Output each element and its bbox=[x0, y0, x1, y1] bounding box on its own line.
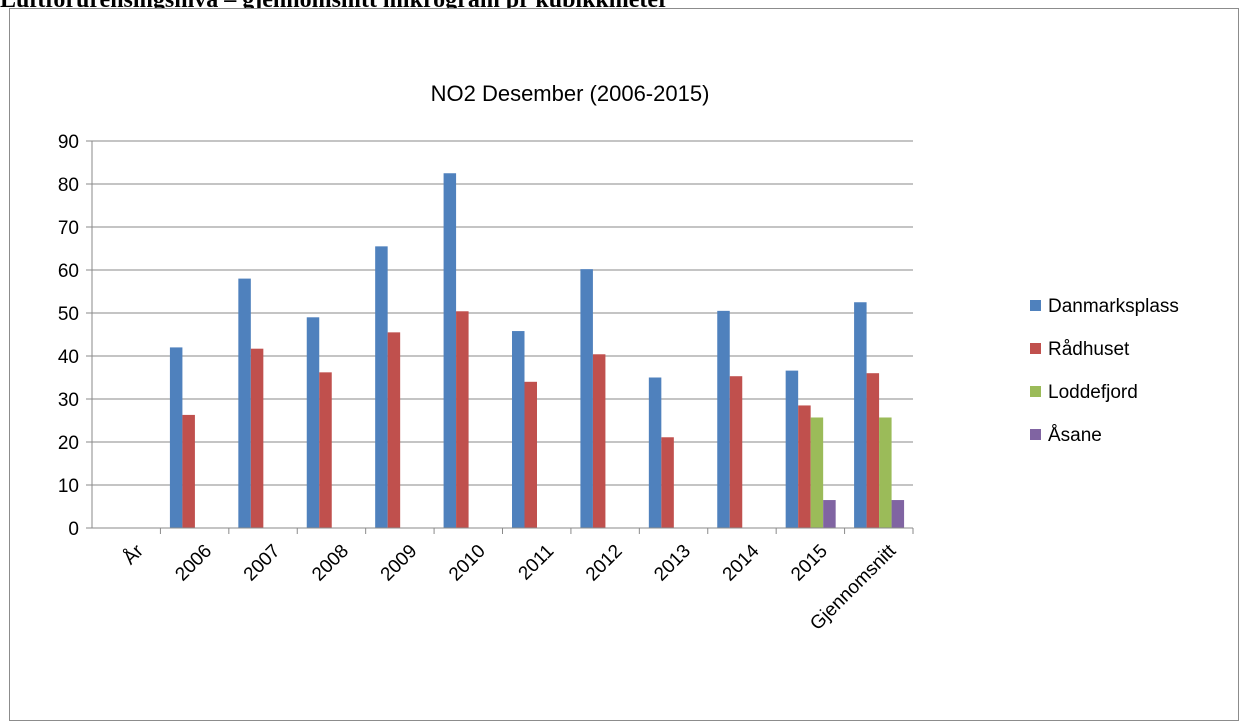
bar-danmarksplass-2012 bbox=[580, 269, 593, 528]
y-tick-labels: 0 10 20 30 40 50 60 70 80 90 bbox=[58, 132, 79, 540]
x-tick-labels: År 2006 2007 2008 2009 2010 2011 2012 2013 2014 20… bbox=[119, 540, 900, 635]
bar-rådhuset-2010 bbox=[456, 311, 469, 528]
bar-rådhuset-2009 bbox=[387, 332, 401, 528]
y-tick-label: 10 bbox=[58, 476, 79, 497]
x-tick-label: 2014 bbox=[719, 540, 764, 585]
legend-swatch-danmarksplass bbox=[1030, 300, 1041, 311]
bar-loddefjord-gjennomsnitt bbox=[879, 417, 892, 528]
x-tick-label: 2010 bbox=[445, 541, 490, 586]
bar-danmarksplass-2009 bbox=[375, 246, 388, 528]
x-tick-label: År bbox=[119, 540, 148, 569]
y-tick-label: 20 bbox=[58, 433, 79, 454]
y-tick-label: 30 bbox=[58, 390, 79, 411]
bar-rådhuset-2011 bbox=[524, 381, 537, 528]
bar-danmarksplass-2013 bbox=[648, 377, 662, 528]
bar-rådhuset-2013 bbox=[661, 437, 674, 528]
y-tick-label: 50 bbox=[58, 304, 79, 325]
chart-svg: NO2 Desember (2006-2015) 0 10 20 30 40 50 60 70… bbox=[58, 81, 1179, 635]
y-tick-label: 0 bbox=[68, 519, 79, 540]
bar-loddefjord-2015 bbox=[810, 417, 824, 528]
bar-danmarksplass-2014 bbox=[717, 310, 730, 528]
legend-label-åsane: Åsane bbox=[1048, 425, 1102, 446]
bar-danmarksplass-gjennomsnitt bbox=[854, 302, 867, 528]
y-tick-label: 80 bbox=[58, 175, 79, 196]
x-tick-label: 2013 bbox=[650, 541, 695, 586]
gridlines bbox=[92, 140, 913, 486]
bar-danmarksplass-2007 bbox=[238, 278, 251, 528]
bar-rådhuset-2014 bbox=[729, 376, 743, 528]
x-tick-label: 2012 bbox=[582, 541, 627, 586]
bar-rådhuset-2006 bbox=[182, 414, 195, 528]
y-tick-label: 90 bbox=[58, 132, 79, 153]
chart-title: NO2 Desember (2006-2015) bbox=[431, 81, 710, 106]
legend: Danmarksplass Rådhuset Loddefjord Åsane bbox=[1030, 296, 1179, 446]
bar-danmarksplass-2011 bbox=[512, 331, 525, 528]
x-tick-label: 2015 bbox=[787, 541, 832, 586]
x-tick-label: 2011 bbox=[515, 541, 559, 585]
bar-rådhuset-2012 bbox=[592, 354, 606, 528]
bar-åsane-2015 bbox=[823, 500, 836, 528]
bar-danmarksplass-2006 bbox=[169, 347, 183, 528]
bar-rådhuset-2008 bbox=[319, 372, 332, 528]
legend-swatch-åsane bbox=[1030, 429, 1041, 440]
x-tick-label: 2006 bbox=[171, 541, 216, 586]
legend-swatch-rådhuset bbox=[1030, 343, 1041, 354]
legend-label-danmarksplass: Danmarksplass bbox=[1048, 296, 1179, 317]
legend-label-loddefjord: Loddefjord bbox=[1048, 382, 1138, 403]
bar-danmarksplass-2015 bbox=[785, 370, 799, 528]
x-tick-label: 2007 bbox=[240, 541, 285, 586]
bar-danmarksplass-2008 bbox=[306, 317, 320, 528]
y-tick-label: 60 bbox=[58, 261, 79, 282]
x-tick-label: 2008 bbox=[308, 541, 353, 586]
bar-rådhuset-gjennomsnitt bbox=[866, 373, 880, 528]
y-tick-label: 40 bbox=[58, 347, 79, 368]
axes bbox=[86, 140, 914, 534]
bar-rådhuset-2015 bbox=[798, 405, 811, 528]
y-tick-label: 70 bbox=[58, 218, 79, 239]
bar-åsane-gjennomsnitt bbox=[891, 500, 905, 528]
bars bbox=[169, 173, 905, 528]
chart-frame: NO2 Desember (2006-2015) 0 10 20 30 40 50 60 70… bbox=[9, 8, 1239, 721]
legend-label-rådhuset: Rådhuset bbox=[1048, 339, 1130, 360]
bar-danmarksplass-2010 bbox=[443, 173, 457, 528]
x-tick-label: 2009 bbox=[377, 541, 422, 586]
bar-rådhuset-2007 bbox=[250, 348, 264, 528]
legend-swatch-loddefjord bbox=[1030, 386, 1041, 397]
